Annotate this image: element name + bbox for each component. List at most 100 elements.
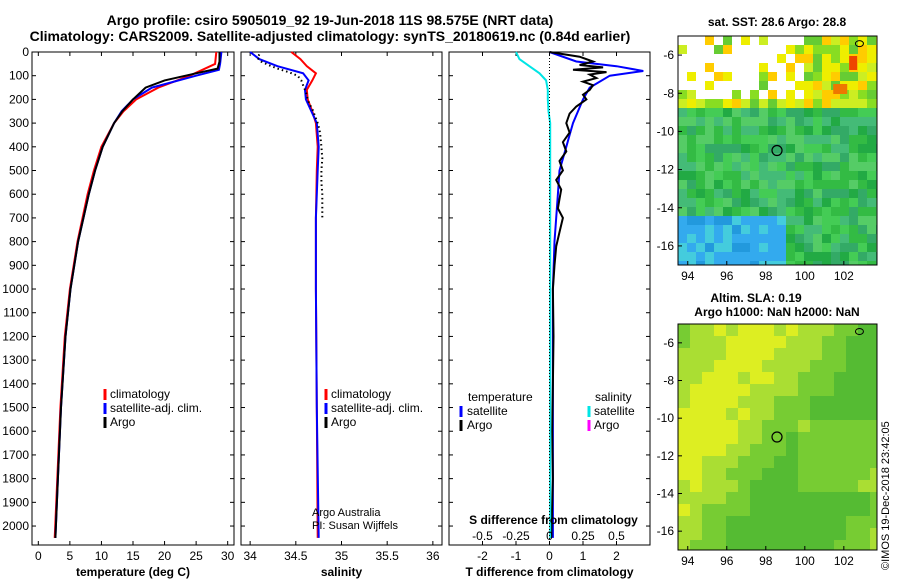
map-cell xyxy=(774,480,786,492)
map-cell xyxy=(702,432,714,444)
plot-frame xyxy=(31,51,235,546)
map-cell xyxy=(750,384,762,396)
map-cell xyxy=(741,225,750,234)
x-axis-label: salinity xyxy=(321,565,363,579)
map-cell xyxy=(678,108,687,117)
y-tick-label: 1800 xyxy=(2,472,29,486)
map-cell xyxy=(714,528,726,540)
map-cell xyxy=(798,492,810,504)
map-cell xyxy=(867,126,876,135)
x-tick-label: 34.5 xyxy=(284,549,308,563)
map-cell xyxy=(741,72,750,81)
map-cell xyxy=(714,372,726,384)
map-cell xyxy=(858,396,870,408)
s-tick-label: 0.25 xyxy=(571,529,595,543)
map-cell xyxy=(822,234,831,243)
map-cell xyxy=(702,324,714,336)
map-cell xyxy=(762,468,774,480)
map-cell xyxy=(687,144,696,153)
map-cell xyxy=(786,372,798,384)
map-cell xyxy=(723,198,732,207)
map-cell xyxy=(786,408,798,420)
map-cell xyxy=(741,162,750,171)
map-cell xyxy=(738,528,750,540)
map-cell xyxy=(870,408,877,420)
map-cell xyxy=(786,252,795,261)
map-cell xyxy=(858,234,867,243)
y-tick-label: 1000 xyxy=(2,282,29,296)
map-cell xyxy=(798,408,810,420)
map-cell xyxy=(849,126,858,135)
map-cell xyxy=(810,492,822,504)
map-cell xyxy=(822,261,831,265)
map-cell xyxy=(678,252,687,261)
map-cell xyxy=(750,396,762,408)
map-y-tick-label: -14 xyxy=(657,201,675,215)
map-cell xyxy=(834,540,846,550)
map-cell xyxy=(678,492,690,504)
map-cell xyxy=(768,126,777,135)
map-cell xyxy=(750,198,759,207)
map-cell xyxy=(702,516,714,528)
map-cell xyxy=(714,396,726,408)
map-cell xyxy=(867,252,876,261)
map-cell xyxy=(849,72,858,81)
map-cell xyxy=(858,456,870,468)
map-cell xyxy=(696,135,705,144)
map-cell xyxy=(738,372,750,384)
map-cell xyxy=(786,72,795,81)
map-cell xyxy=(750,372,762,384)
map-cell xyxy=(678,456,690,468)
map-cell xyxy=(831,36,840,45)
plot-frame xyxy=(240,51,443,546)
map-cell xyxy=(840,99,849,108)
map-cell xyxy=(858,261,867,265)
legend-label: satellite-adj. clim. xyxy=(110,401,202,415)
map-cell xyxy=(732,99,741,108)
map-cell xyxy=(759,81,768,90)
map-cell xyxy=(777,225,786,234)
map-cell xyxy=(840,54,849,63)
map-cell xyxy=(750,540,762,550)
salinity-panel: 34 34.5 35 35.5 36 salinity climatologysatelli… xyxy=(240,51,443,579)
map-cell xyxy=(726,420,738,432)
map-cell xyxy=(810,516,822,528)
map-cell xyxy=(723,162,732,171)
map-cell xyxy=(870,456,877,468)
map-cell xyxy=(714,234,723,243)
map-cell xyxy=(738,420,750,432)
map-cell xyxy=(798,396,810,408)
map-cell xyxy=(759,63,768,72)
map-cell xyxy=(732,216,741,225)
map-cell xyxy=(810,468,822,480)
map-cell xyxy=(750,216,759,225)
island-outline xyxy=(854,328,864,336)
map-cell xyxy=(858,180,867,189)
map-cell xyxy=(795,216,804,225)
map-cell xyxy=(858,90,867,99)
map-cell xyxy=(858,153,867,162)
map-cell xyxy=(696,54,705,63)
map-cell xyxy=(867,162,876,171)
x-tick-label: 0 xyxy=(546,549,553,563)
map-cell xyxy=(849,99,858,108)
map-cell xyxy=(723,144,732,153)
map-cell xyxy=(834,516,846,528)
map-x-tick-label: 94 xyxy=(681,269,695,283)
map-cell xyxy=(858,324,870,336)
map-cell xyxy=(774,348,786,360)
map-cell xyxy=(741,90,750,99)
map-cell xyxy=(858,516,870,528)
x-tick-label: 25 xyxy=(189,549,203,563)
map-cell xyxy=(858,72,867,81)
map-cell xyxy=(777,117,786,126)
map-cell xyxy=(768,54,777,63)
map-cell xyxy=(840,252,849,261)
map-cell xyxy=(738,492,750,504)
map-cell xyxy=(831,153,840,162)
map-cell xyxy=(858,216,867,225)
map-cell xyxy=(840,63,849,72)
map-cell xyxy=(762,336,774,348)
map-cell xyxy=(840,72,849,81)
map-cell xyxy=(741,144,750,153)
